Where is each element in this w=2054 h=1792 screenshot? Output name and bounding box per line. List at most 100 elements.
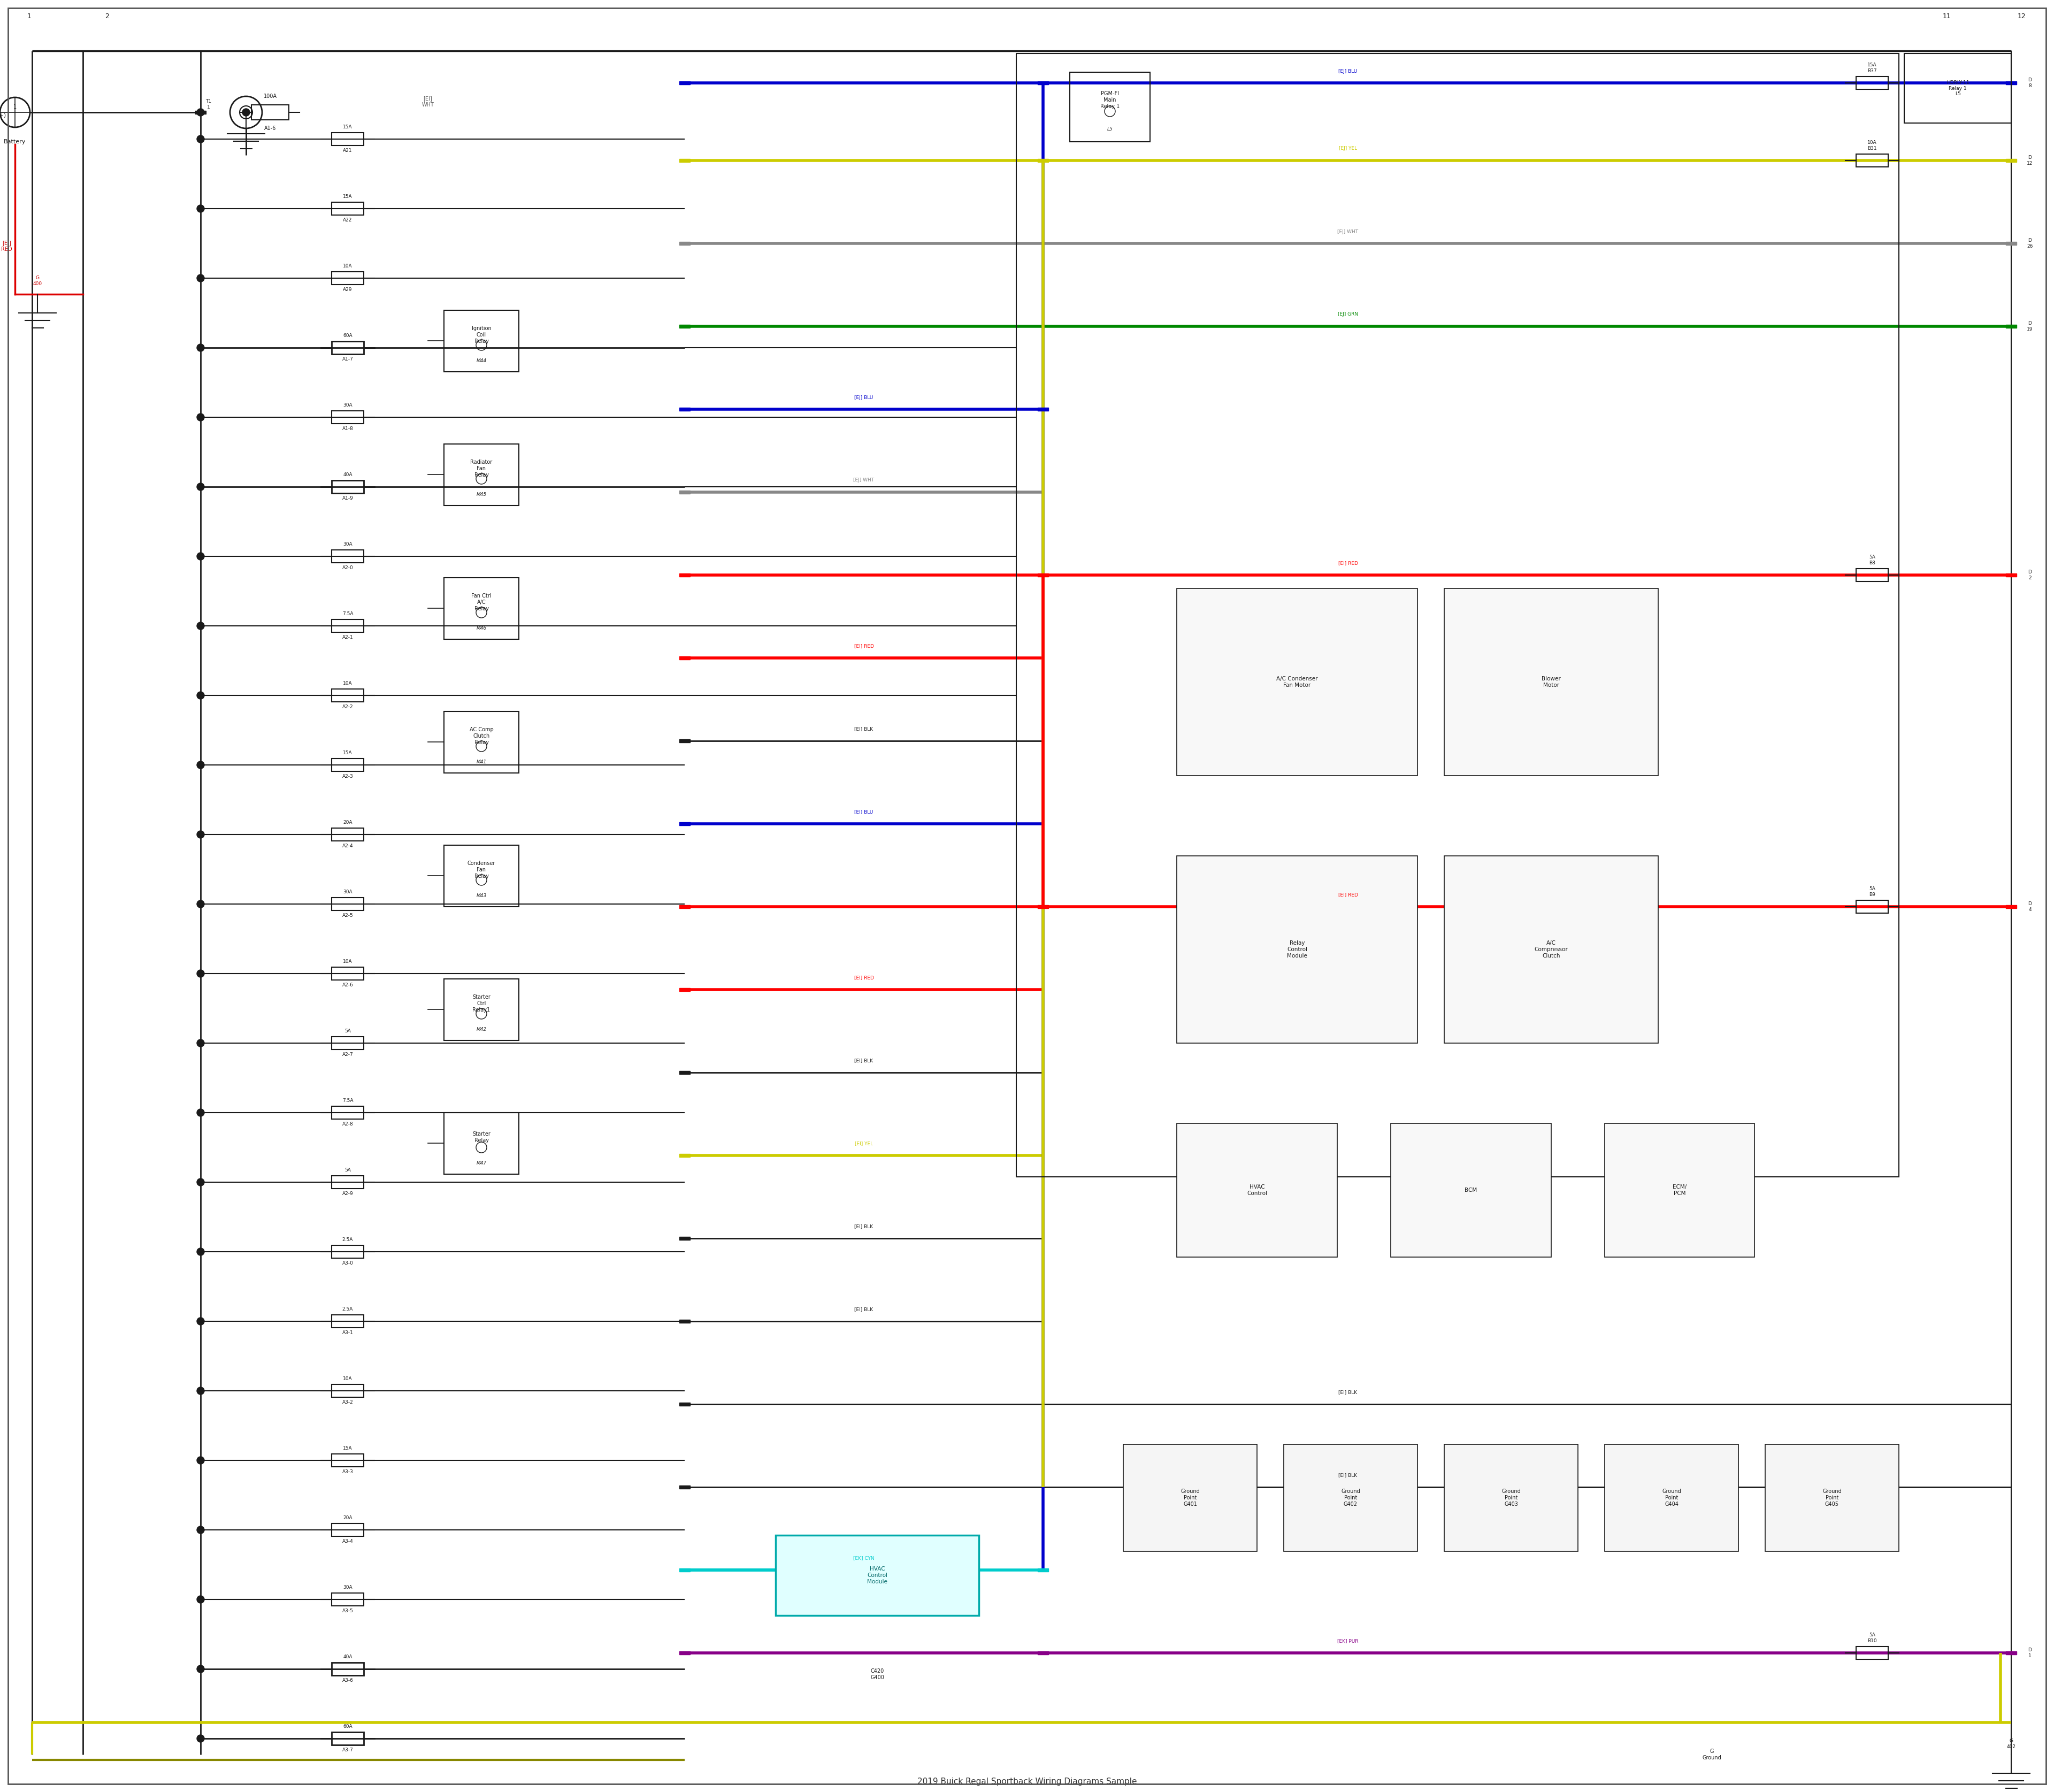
Text: 10A: 10A [343, 681, 353, 686]
Circle shape [197, 484, 203, 491]
Text: M41: M41 [477, 760, 487, 765]
Bar [1444, 857, 1658, 1043]
Text: A2-5: A2-5 [343, 914, 353, 918]
Text: 20A: 20A [343, 1516, 353, 1521]
Bar [1177, 588, 1417, 776]
Bar [680, 242, 690, 246]
Circle shape [197, 1735, 203, 1742]
Text: Condenser
Fan
Relay: Condenser Fan Relay [468, 860, 495, 878]
Text: A3-2: A3-2 [343, 1400, 353, 1405]
Bar [680, 1486, 690, 1489]
Bar [1604, 1124, 1754, 1256]
Bar [331, 968, 364, 980]
Bar [680, 1072, 690, 1073]
Bar [680, 491, 690, 495]
Text: G
Ground: G Ground [1703, 1749, 1721, 1760]
Bar [331, 550, 364, 563]
Text: Ignition
Coil
Relay: Ignition Coil Relay [472, 326, 491, 344]
Text: 5A: 5A [345, 1168, 351, 1172]
Text: A3-5: A3-5 [343, 1609, 353, 1613]
Bar [331, 758, 364, 771]
Text: Radiator
Fan
Relay: Radiator Fan Relay [470, 461, 493, 477]
Bar [680, 324, 690, 328]
Text: 60A: 60A [343, 1724, 353, 1729]
Bar [1444, 1444, 1577, 1552]
Text: 1: 1 [27, 13, 31, 20]
Bar [331, 1385, 364, 1398]
Text: [EI]
RED: [EI] RED [2, 240, 12, 253]
Text: M46: M46 [477, 625, 487, 631]
Circle shape [197, 1247, 203, 1256]
Text: Relay
Control
Module: Relay Control Module [1288, 941, 1306, 959]
Bar [1070, 72, 1150, 142]
Bar [444, 846, 520, 907]
Bar [1037, 905, 1048, 909]
Text: Ground
Point
G402: Ground Point G402 [1341, 1489, 1360, 1507]
Text: M44: M44 [477, 358, 487, 364]
Bar [1857, 1647, 1888, 1659]
Bar [2007, 1650, 2017, 1654]
Text: AC Comp
Clutch
Relay: AC Comp Clutch Relay [470, 728, 493, 745]
Bar [331, 1523, 364, 1536]
Text: 40A: 40A [343, 473, 353, 477]
Bar [680, 656, 690, 659]
Bar [331, 410, 364, 423]
Text: A1-6: A1-6 [265, 125, 275, 131]
Text: [EI] BLK: [EI] BLK [854, 1059, 873, 1063]
Bar [195, 111, 205, 115]
Bar [331, 898, 364, 910]
Bar [680, 905, 690, 909]
Circle shape [197, 1457, 203, 1464]
Bar [680, 1236, 690, 1240]
Text: M47: M47 [477, 1161, 487, 1165]
Bar [2007, 81, 2017, 84]
Text: Ground
Point
G403: Ground Point G403 [1501, 1489, 1520, 1507]
Text: 30A: 30A [343, 891, 353, 894]
Bar [331, 828, 364, 840]
Text: [EJ] WHT: [EJ] WHT [1337, 229, 1358, 235]
Bar [1017, 54, 1898, 1177]
Text: A/C
Compressor
Clutch: A/C Compressor Clutch [1534, 941, 1567, 959]
Bar [1037, 573, 1048, 577]
Text: 2: 2 [105, 13, 109, 20]
Bar [331, 1038, 364, 1050]
Text: [EI] RED: [EI] RED [854, 975, 873, 980]
Text: 30A: 30A [343, 1586, 353, 1590]
Text: M42: M42 [477, 1027, 487, 1032]
Bar [680, 1568, 690, 1572]
Bar [331, 1315, 364, 1328]
Bar [1764, 1444, 1898, 1552]
Circle shape [197, 204, 203, 213]
Circle shape [197, 1387, 203, 1394]
Bar [331, 1663, 364, 1676]
Bar [680, 1319, 690, 1322]
Circle shape [242, 109, 251, 116]
Circle shape [197, 831, 203, 839]
Bar [444, 711, 520, 772]
Text: 11: 11 [1943, 13, 1951, 20]
Text: D
12: D 12 [2027, 156, 2033, 165]
Bar [680, 1403, 690, 1405]
Text: [EK] PUR: [EK] PUR [1337, 1638, 1358, 1643]
Text: [EJ] BLU: [EJ] BLU [1339, 68, 1358, 73]
Text: D
19: D 19 [2027, 321, 2033, 332]
Text: A2-7: A2-7 [343, 1052, 353, 1057]
Text: 7.5A: 7.5A [343, 611, 353, 616]
Text: 1: 1 [12, 104, 16, 109]
Text: A3-4: A3-4 [343, 1539, 353, 1545]
Text: D
8: D 8 [2027, 77, 2031, 88]
Text: 30A: 30A [343, 543, 353, 547]
Bar [1037, 1568, 1048, 1572]
Circle shape [197, 1179, 203, 1186]
Circle shape [197, 1109, 203, 1116]
Text: Starter
Relay: Starter Relay [472, 1131, 491, 1143]
Text: 7.5A: 7.5A [343, 1098, 353, 1104]
Text: A2-2: A2-2 [343, 704, 353, 710]
Bar [331, 1593, 364, 1606]
Text: 5A
B10: 5A B10 [1867, 1633, 1877, 1643]
Text: Fan Ctrl
A/C
Relay: Fan Ctrl A/C Relay [470, 593, 491, 611]
Bar [680, 159, 690, 161]
Text: 10A: 10A [343, 959, 353, 964]
Circle shape [197, 136, 203, 143]
Text: ECM/
PCM: ECM/ PCM [1672, 1185, 1686, 1195]
